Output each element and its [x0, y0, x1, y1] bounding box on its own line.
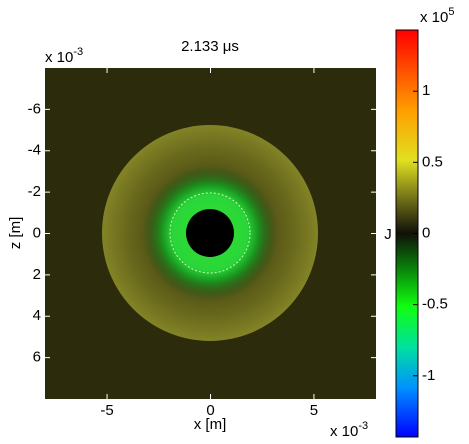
colorbar-tick-label: 1 — [422, 82, 430, 99]
colorbar-multiplier: x 105 — [420, 6, 454, 26]
x-multiplier-bottom: x 10-3 — [330, 420, 368, 440]
field-image — [45, 68, 376, 399]
hole — [186, 209, 234, 257]
multiplier-exponent: 5 — [448, 6, 454, 18]
multiplier-base: x 10 — [420, 9, 448, 26]
y-tick-label: -6 — [28, 100, 41, 117]
y-tick-label: -2 — [28, 183, 41, 200]
y-tick-label: -4 — [28, 142, 41, 159]
multiplier-exponent: -3 — [358, 420, 368, 432]
y-tick-label: 4 — [33, 307, 41, 324]
chart-title: 2.133 μs — [181, 38, 239, 55]
colorbar-tick-label: 0 — [422, 224, 430, 241]
ring-edge — [169, 192, 251, 274]
y-tick-label: 0 — [33, 224, 41, 241]
y-tick-label: 6 — [33, 349, 41, 366]
multiplier-base: x 10 — [330, 423, 358, 440]
colorbar-tick-label: -1 — [422, 367, 435, 384]
multiplier-base: x 10 — [45, 49, 73, 66]
y-tick-label: 2 — [33, 266, 41, 283]
x-multiplier-top: x 10-3 — [45, 46, 83, 66]
colorbar-tick-label: 0.5 — [422, 153, 443, 170]
colorbar-label: J — [384, 226, 392, 243]
x-axis-label: x [m] — [194, 416, 227, 433]
y-axis-label: z [m] — [7, 217, 24, 250]
x-tick-label: 5 — [310, 402, 318, 419]
x-tick-label: -5 — [100, 402, 113, 419]
multiplier-exponent: -3 — [73, 46, 83, 58]
x-tick-label: 0 — [206, 402, 214, 419]
colorbar-tick-label: -0.5 — [422, 296, 448, 313]
